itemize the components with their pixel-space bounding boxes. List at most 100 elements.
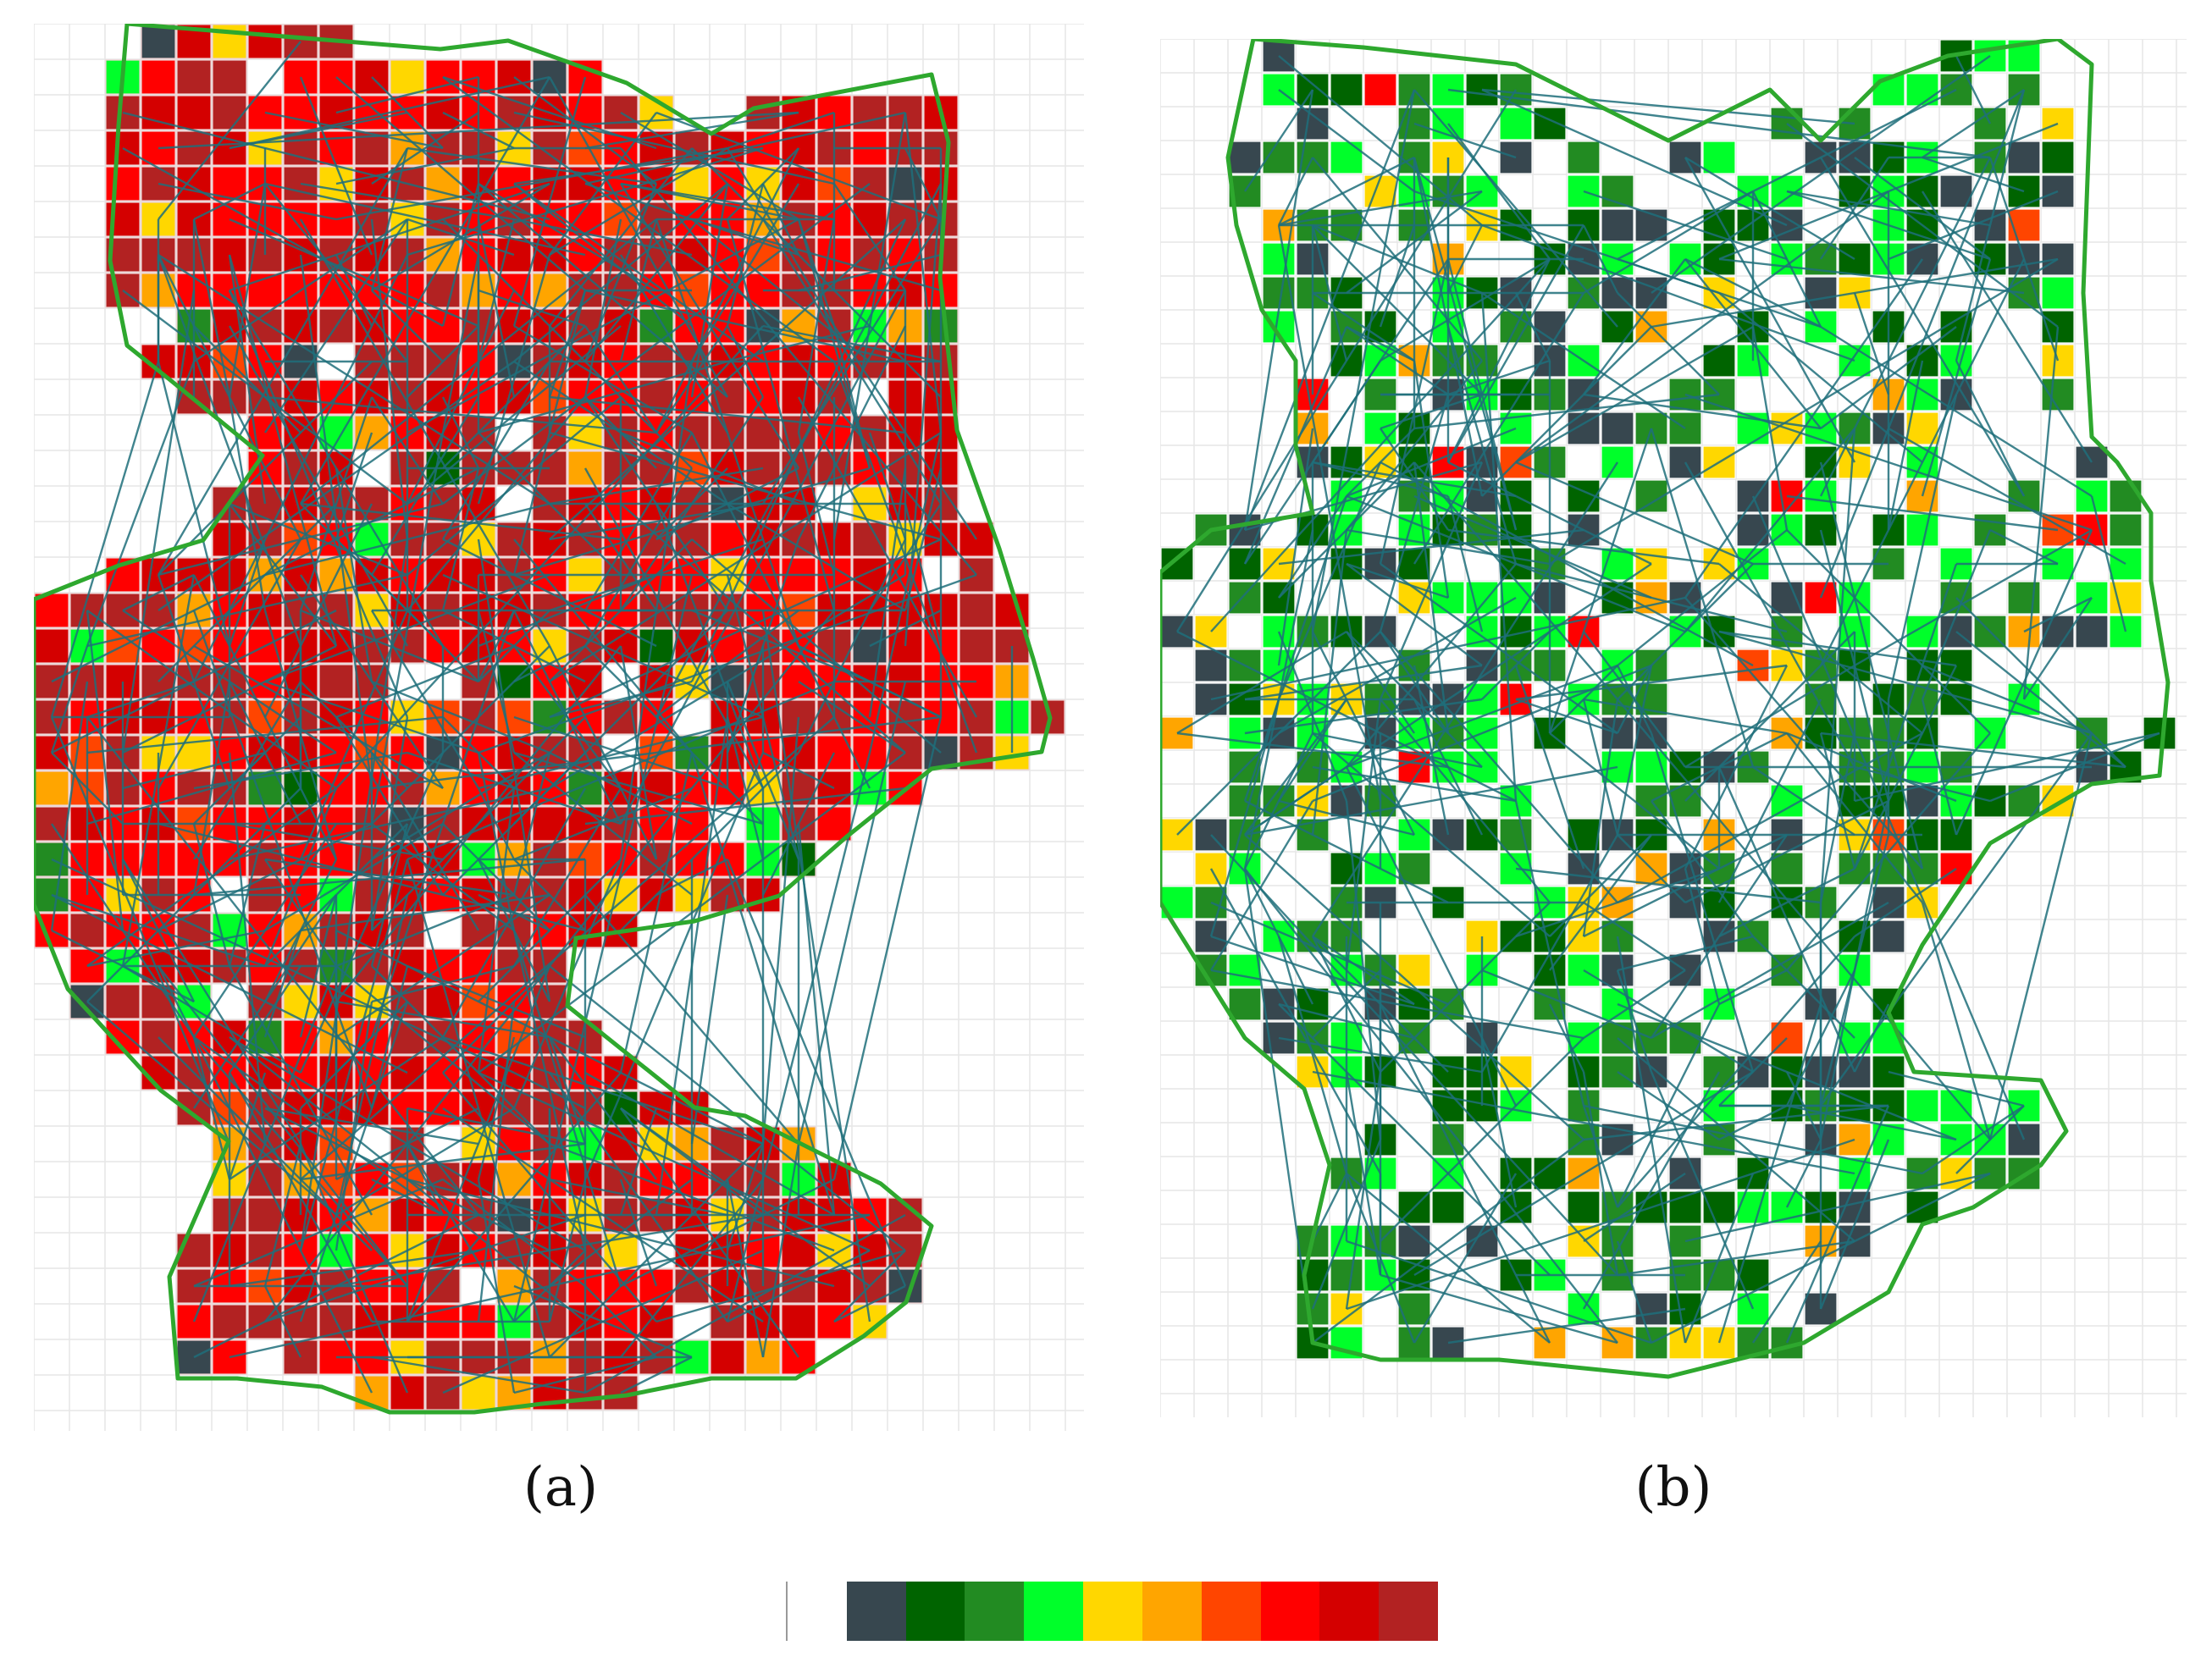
network-edge [1854,732,2160,803]
network-edge [1684,461,1856,768]
grid-cell [1601,1021,1634,1055]
network-edge [370,147,409,291]
network-edge [1345,698,1382,971]
network-edge [442,1035,764,1146]
network-edge [51,752,124,825]
network-edge [406,751,622,825]
grid-cell [1634,750,1668,784]
network-edge [1380,461,1754,667]
network-edge [264,858,515,897]
network-edge [406,964,586,1039]
grid-cell [852,95,888,130]
network-edge [1922,89,2025,158]
network-edge [1684,665,1789,870]
network-edge [441,787,587,1038]
network-edge [442,183,871,505]
network-edge [1312,765,1517,803]
network-edge [264,111,444,150]
network-edge [1244,834,1584,1140]
grid-cell [2007,174,2041,208]
network-edge [1278,461,1415,599]
network-edge [1548,428,1653,734]
network-edge [1582,1105,1619,1208]
network-edge [1820,732,2126,769]
network-edge [1277,428,1314,666]
network-edge [477,254,551,505]
network-edge [1548,1003,1585,1073]
network-edge [549,573,906,790]
network-edge [1176,630,1347,735]
network-edge [1244,664,1483,701]
network-edge [335,467,373,682]
network-edge [406,1107,586,1146]
network-edge [1176,732,1449,769]
network-edge [335,76,586,291]
network-edge [549,112,657,256]
network-edge [228,752,267,1145]
network-edge [1346,326,1449,395]
network-edge [50,645,89,754]
grid-cell [959,628,994,664]
network-edge [1346,528,1551,566]
network-edge [1786,1104,1957,1141]
network-edge [1616,936,1687,1344]
grid-cell [247,24,283,59]
network-edge [229,503,337,647]
network-edge [1549,834,1652,971]
network-edge [1447,123,1551,260]
network-edge [513,324,693,434]
network-edge [1684,799,1889,904]
caption-a: (a) [523,1456,599,1519]
network-edge [371,965,550,1145]
network-edge [86,361,196,647]
network-edge [1718,969,1788,1006]
grid-cell [1431,1190,1465,1224]
grid-cell [1939,1089,1973,1123]
network-edge [1888,1070,2025,1107]
network-edge [1819,89,2026,599]
network-edge [335,75,479,114]
network-edge [51,929,195,1003]
network-edge [264,859,337,967]
network-edge [832,716,943,1180]
network-edge [1515,867,1720,938]
network-edge [1820,157,1889,260]
network-edge [1413,292,1585,565]
network-edge [584,1071,835,1217]
network-edge [1583,1104,1923,1175]
network-edge [1583,1173,1686,1242]
network-edge [442,538,657,648]
network-edge [157,965,373,1394]
network-edge [122,573,195,612]
legend-swatch-0 [788,1582,847,1641]
network-edge [158,361,515,611]
network-edge [833,325,977,540]
network-edge [1278,1002,1415,1040]
network-edge [1853,292,1890,395]
network-edge [1413,494,1652,599]
network-edge [1244,766,1347,836]
grid-cell [212,95,247,130]
region-boundary [1160,39,2171,1379]
network-edge [2023,596,2093,633]
network-edge [1651,800,1754,937]
network-edge [584,111,906,185]
network-edge [1446,326,1518,565]
network-edge [1988,157,2060,362]
network-edge [1989,528,2059,566]
network-edge [1380,428,1449,531]
network-edge [549,431,942,541]
network-edge [1819,732,1856,870]
network-edge [406,218,799,434]
network-edge [122,751,266,790]
network-edge [1684,428,1855,632]
network-edge [229,182,550,292]
network-edge [726,681,800,860]
legend-swatch-6 [1142,1582,1202,1641]
network-edge [406,146,764,257]
network-edge [229,965,301,1074]
network-edge [51,858,515,1074]
grid-cell [745,95,781,130]
network-edge [228,254,338,647]
legend-swatch-10 [1379,1582,1438,1641]
